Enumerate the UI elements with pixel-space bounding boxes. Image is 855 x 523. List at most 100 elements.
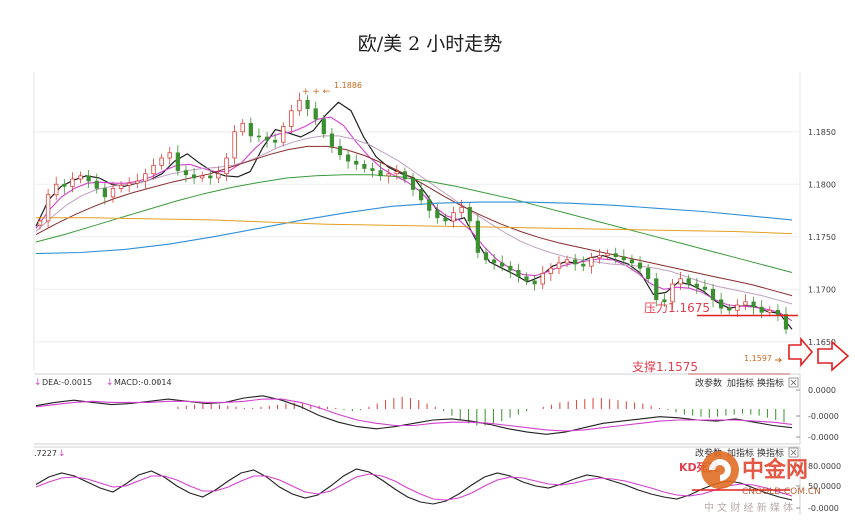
macd-tick-label: 0.0000 xyxy=(808,386,836,395)
candle-body xyxy=(151,164,156,175)
kdj-legend: .7227 xyxy=(34,449,57,458)
moving-average-line xyxy=(35,145,793,297)
macd-histogram xyxy=(177,396,785,426)
candle-body xyxy=(297,99,302,112)
macd-legend-arrow: ↓ xyxy=(155,378,163,388)
kdj-btn-add[interactable]: 加指标 xyxy=(727,447,754,459)
kdj-k-line xyxy=(35,468,793,505)
candle-body xyxy=(354,160,359,165)
macd-dif-line xyxy=(35,395,793,435)
moving-average-line xyxy=(35,101,793,330)
candle-body xyxy=(143,173,148,182)
support-label: 支撑1.1575 xyxy=(632,359,698,374)
candle-body xyxy=(613,253,618,258)
price-panel: 1.1850 1.1800 1.1750 1.1700 1.1650 1.1886 + … xyxy=(33,72,850,375)
candle-body xyxy=(264,136,270,141)
candle-body xyxy=(240,122,245,133)
price-tick-label: 1.1700 xyxy=(808,285,836,294)
candle-body xyxy=(118,184,124,189)
candle-body xyxy=(216,173,221,179)
candle-body xyxy=(281,126,286,143)
candle-body xyxy=(564,259,570,264)
candle-body xyxy=(597,255,602,259)
candle-body xyxy=(654,278,659,301)
macd-tick-label: -0.0000 xyxy=(808,433,839,442)
low-price-label: 1.1597 xyxy=(744,354,772,363)
high-price-label: 1.1886 xyxy=(334,81,362,90)
candle-body xyxy=(662,299,667,303)
candle-body xyxy=(248,123,253,137)
candle-body xyxy=(167,152,172,159)
candle-body xyxy=(378,170,383,177)
candle-body xyxy=(37,220,43,226)
candle-body xyxy=(621,256,626,261)
arrow-right-icon xyxy=(788,336,814,368)
macd-dea-line xyxy=(35,398,793,432)
macd-legend-arrow: ↓ xyxy=(34,378,42,388)
candle-body xyxy=(581,263,586,267)
candle-body xyxy=(451,212,456,222)
candle-body xyxy=(443,217,448,222)
high-price-marker: + + ← xyxy=(302,87,331,97)
macd-legend-arrow: ↓ xyxy=(106,378,114,388)
watermark-logo-text: 中金网 xyxy=(742,457,808,483)
candle-body xyxy=(54,183,59,196)
kdj-panel: .7227 ↓ 改参数 加指标 换指标 80.000050.0000-0.000… xyxy=(34,446,841,515)
candle-body xyxy=(370,168,375,171)
macd-legend-macd: MACD:-0.0014 xyxy=(114,378,172,387)
candle-body xyxy=(435,210,440,219)
kdj-tick-label: 50.0000 xyxy=(808,482,841,491)
candle-body xyxy=(273,139,278,143)
kdj-axis: 80.0000 50.0000 -0.0000 xyxy=(796,462,841,513)
candle-body xyxy=(208,175,213,179)
candle-body xyxy=(110,188,116,198)
chart-title: 欧/美 2 小时走势 xyxy=(358,33,503,55)
candle-body xyxy=(500,262,505,267)
candle-body xyxy=(191,174,197,179)
price-tick-label: 1.1750 xyxy=(808,233,836,242)
candle-body xyxy=(305,99,310,109)
candle-body xyxy=(346,154,351,162)
candle-body xyxy=(459,206,464,214)
macd-btn-switch[interactable]: 换指标 xyxy=(757,377,784,389)
candle-body xyxy=(183,170,189,176)
candle-body xyxy=(637,262,643,269)
candle-body xyxy=(573,259,578,265)
moving-average-lines xyxy=(35,101,793,330)
kdj-tick-label: 80.0000 xyxy=(808,462,841,471)
candle-body xyxy=(394,171,399,175)
low-price-marker xyxy=(775,357,783,363)
kdj-btn-switch[interactable]: 换指标 xyxy=(757,447,784,459)
candle-body xyxy=(321,118,326,135)
candle-body xyxy=(337,146,343,156)
price-axis: 1.1850 1.1800 1.1750 1.1700 1.1650 xyxy=(808,128,836,347)
candle-body xyxy=(759,306,764,313)
macd-btn-add[interactable]: 加指标 xyxy=(727,377,754,389)
candle-body xyxy=(751,301,756,308)
candle-body xyxy=(224,157,229,175)
macd-legend-dea: DEA:-0.0015 xyxy=(42,378,92,387)
candle-body xyxy=(386,173,391,177)
candle-body xyxy=(329,133,335,147)
candle-body xyxy=(605,253,610,257)
price-tick-label: 1.1650 xyxy=(808,338,836,347)
candle-body xyxy=(159,157,164,166)
macd-btn-params[interactable]: 改参数 xyxy=(695,377,722,389)
candle-body xyxy=(516,270,521,277)
price-tick-label: 1.1800 xyxy=(808,180,836,189)
watermark-url: CNGOLD.COM.CN xyxy=(742,487,821,497)
cngold-logo-icon xyxy=(701,451,739,489)
resistance-label: 压力1.1675 xyxy=(644,301,710,315)
price-gridlines xyxy=(34,131,800,343)
candle-body xyxy=(313,108,318,120)
candle-body xyxy=(589,257,594,267)
candle-body xyxy=(678,278,683,285)
candle-body xyxy=(743,301,748,306)
kdj-close-button[interactable] xyxy=(788,447,799,458)
candle-body xyxy=(524,276,529,282)
candle-body xyxy=(686,278,691,285)
watermark: 中金网 CNGOLD.COM.CN 中 文 财 经 新 媒 体 xyxy=(701,451,821,514)
candle-body xyxy=(419,189,424,201)
candle-body xyxy=(694,283,699,288)
macd-close-button[interactable] xyxy=(788,377,799,388)
